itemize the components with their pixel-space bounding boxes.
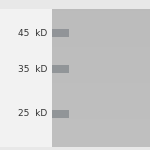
Bar [52, 65, 69, 73]
Bar [52, 99, 150, 100]
Bar [52, 40, 150, 42]
Bar [52, 76, 150, 78]
Bar [52, 23, 150, 25]
Bar [52, 75, 150, 76]
Bar [52, 80, 150, 81]
Bar [52, 81, 150, 83]
Bar [52, 18, 150, 19]
Bar [52, 45, 150, 47]
Bar [52, 121, 150, 123]
Bar [52, 130, 150, 131]
Bar [52, 137, 150, 138]
Bar [52, 133, 150, 135]
Bar [52, 100, 150, 102]
Bar [52, 83, 150, 85]
Bar [52, 42, 150, 43]
Bar [52, 145, 150, 147]
Bar [52, 85, 150, 87]
Bar [52, 61, 150, 62]
Bar [52, 56, 150, 57]
Bar [52, 69, 150, 71]
Bar [52, 107, 150, 109]
Bar [52, 30, 150, 31]
Bar [52, 44, 150, 45]
Bar [52, 37, 150, 38]
Bar [52, 62, 150, 64]
Bar [52, 35, 150, 37]
Bar [52, 110, 69, 118]
Bar [52, 73, 150, 75]
Bar [52, 135, 150, 137]
Bar [52, 119, 150, 121]
Bar [52, 144, 150, 145]
Bar [52, 9, 150, 147]
Bar [52, 47, 150, 49]
Bar [52, 104, 150, 106]
Bar [52, 111, 150, 112]
Bar [52, 94, 150, 95]
Bar [52, 9, 150, 11]
Bar [52, 16, 150, 18]
Bar [52, 29, 69, 37]
Bar [52, 88, 150, 90]
Bar [52, 52, 150, 54]
Bar [52, 49, 150, 50]
Bar [52, 140, 150, 142]
Bar [52, 95, 150, 97]
Bar [52, 92, 150, 94]
Bar [52, 126, 150, 128]
Bar [52, 68, 150, 69]
Bar [52, 128, 150, 130]
Bar [52, 142, 150, 144]
Bar [52, 24, 150, 26]
Bar [52, 50, 150, 52]
Text: 35  kD: 35 kD [18, 64, 47, 74]
Bar [52, 57, 150, 59]
Bar [52, 102, 150, 104]
Bar [52, 26, 150, 28]
Text: 45  kD: 45 kD [18, 28, 47, 38]
Bar [52, 138, 150, 140]
Bar [52, 112, 150, 114]
Bar [52, 19, 150, 21]
Bar [52, 38, 150, 40]
Bar [52, 87, 150, 88]
Bar [52, 116, 150, 118]
Bar [52, 118, 150, 119]
Bar [52, 109, 150, 111]
Bar [52, 64, 150, 66]
Bar [52, 131, 150, 133]
Bar [52, 114, 150, 116]
Bar [52, 124, 150, 126]
Bar [52, 31, 150, 33]
Bar [52, 21, 150, 23]
Bar [52, 90, 150, 92]
Bar [0, 9, 52, 147]
Bar [52, 106, 150, 107]
Bar [52, 78, 150, 80]
Bar [52, 97, 150, 99]
Bar [52, 59, 150, 61]
Bar [52, 11, 150, 12]
Bar [52, 123, 150, 124]
Bar [52, 66, 150, 68]
Bar [52, 71, 150, 73]
Bar [52, 12, 150, 14]
Bar [52, 28, 150, 30]
Bar [52, 54, 150, 55]
Bar [52, 14, 150, 16]
Bar [52, 33, 150, 35]
Text: 25  kD: 25 kD [18, 110, 47, 118]
